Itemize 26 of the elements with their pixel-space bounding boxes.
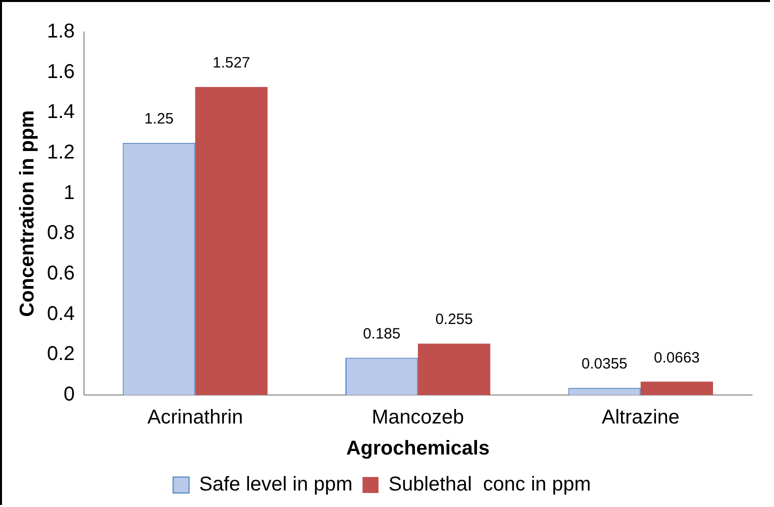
y-tick-label: 0.6 [46,262,75,285]
data-label: 1.25 [144,110,174,128]
data-label: 0.185 [362,325,400,342]
x-tick-label: Mancozeb [372,406,464,429]
data-label: 1.527 [212,54,250,72]
data-label: 0.0663 [654,349,700,366]
y-tick-label: 1.8 [46,20,75,43]
data-label: 0.0355 [581,355,628,372]
legend-label: Sublethal conc in ppm [388,474,591,496]
y-tick-label: 0.4 [46,302,75,325]
y-tick-label: 1 [64,182,75,204]
bar [418,344,490,395]
bar [195,87,268,395]
x-axis-title: Agrochemicals [346,438,490,460]
legend-label: Safe level in ppm [199,474,353,496]
y-tick-label: 1.2 [46,142,75,164]
x-tick-label: Altrazine [602,406,680,429]
y-tick-label: 1.4 [46,101,75,124]
x-tick-label: Acrinathrin [147,406,243,429]
y-axis-title: Concentration in ppm [16,110,39,317]
data-label: 0.255 [435,311,473,328]
y-tick-label: 1.6 [46,60,75,83]
y-tick-label: 0.8 [46,222,75,244]
bar [640,382,714,395]
y-tick-label: 0 [64,384,75,406]
y-tick-label: 0.2 [46,343,75,366]
